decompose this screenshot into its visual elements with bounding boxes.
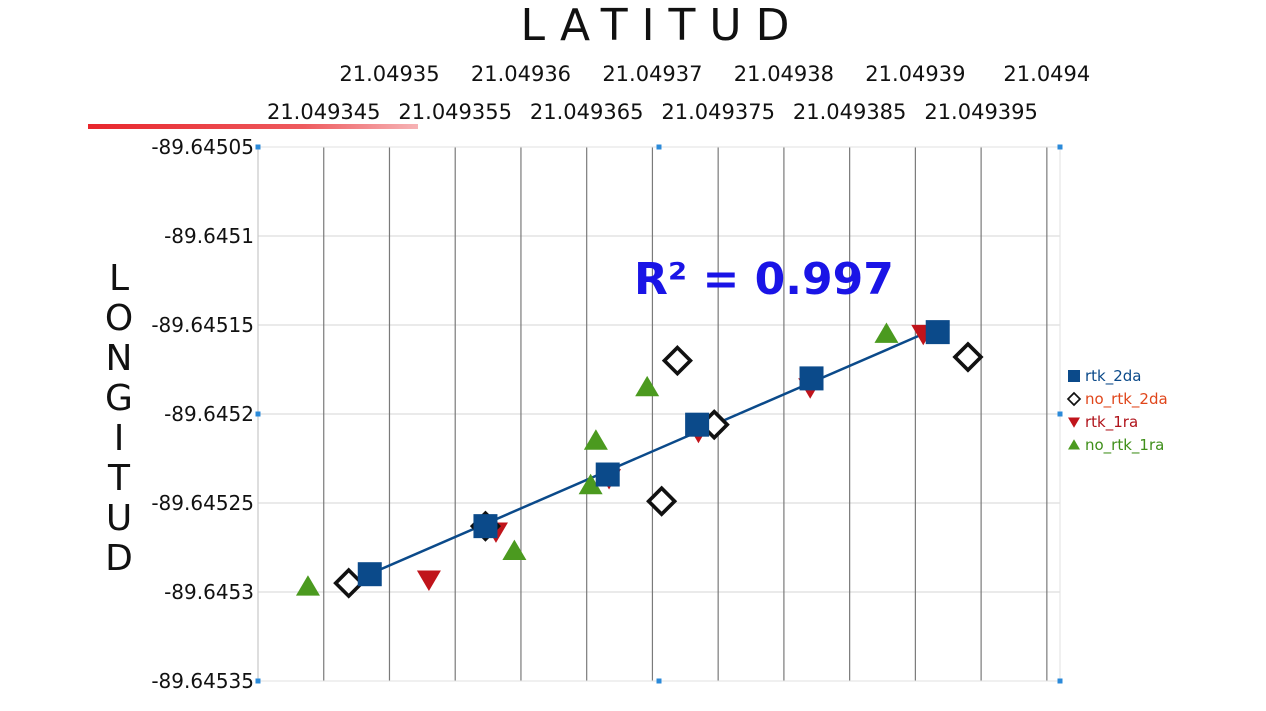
data-point-rtk_2da — [357, 562, 382, 587]
y-tick-label: -89.64525 — [151, 491, 254, 515]
data-point-rtk_2da — [473, 514, 498, 539]
selection-handle[interactable] — [1057, 678, 1063, 684]
y-tick-label: -89.64505 — [151, 135, 254, 159]
x-bottom-tick-label: 21.049395 — [924, 100, 1038, 124]
data-point-no_rtk_1ra — [295, 575, 320, 596]
y-axis-label-letter: D — [105, 538, 133, 579]
data-point-rtk_1ra — [416, 570, 441, 591]
chart-title: LATITUD — [520, 0, 803, 51]
y-axis-label-letter: U — [106, 498, 132, 539]
x-top-tick-label: 21.04936 — [471, 62, 571, 86]
legend-label-rtk_1ra: rtk_1ra — [1085, 413, 1138, 432]
r-squared-annotation: R² = 0.997 — [634, 254, 894, 305]
selection-handle[interactable] — [255, 411, 261, 417]
data-point-no_rtk_1ra — [635, 375, 660, 397]
x-top-tick-label: 21.04938 — [734, 62, 834, 86]
selection-handle[interactable] — [255, 144, 261, 150]
legend: rtk_2da no_rtk_2da rtk_1ra no_rtk_1ra — [1066, 367, 1168, 455]
data-point-no_rtk_1ra — [578, 473, 603, 495]
x-bottom-tick-label: 21.049355 — [398, 100, 512, 124]
y-tick-label: -89.64535 — [151, 669, 254, 693]
y-axis-label-letter: L — [109, 258, 129, 299]
y-tick-label: -89.64515 — [151, 313, 254, 337]
legend-marker-no_rtk_2da — [1066, 391, 1082, 407]
axis-ticks: -89.64505 -89.6451 -89.64515 -89.6452 -89.64… — [151, 62, 1090, 693]
x-bottom-tick-label: 21.049345 — [267, 100, 381, 124]
selection-handle[interactable] — [1057, 411, 1063, 417]
y-tick-label: -89.6453 — [164, 580, 254, 604]
y-tick-label: -89.6452 — [164, 402, 254, 426]
selection-handle[interactable] — [656, 678, 662, 684]
selection-handle[interactable] — [656, 144, 662, 150]
x-top-tick-label: 21.04935 — [339, 62, 439, 86]
legend-label-no_rtk_1ra: no_rtk_1ra — [1085, 436, 1164, 455]
data-marks — [295, 320, 984, 599]
plot-area — [255, 144, 1063, 684]
legend-marker-rtk_2da — [1068, 370, 1080, 382]
data-point-no_rtk_2da — [661, 345, 693, 377]
y-axis-label-letter: I — [114, 418, 125, 459]
legend-label-rtk_2da: rtk_2da — [1085, 367, 1142, 386]
legend-marker-no_rtk_1ra — [1068, 439, 1080, 450]
data-point-no_rtk_2da — [952, 341, 984, 373]
data-point-no_rtk_1ra — [502, 539, 527, 561]
selection-handle[interactable] — [255, 678, 261, 684]
x-bottom-tick-label: 21.049365 — [530, 100, 644, 124]
decorative-underline — [88, 124, 418, 129]
y-axis-label-letter: T — [107, 458, 131, 499]
data-point-rtk_2da — [925, 320, 950, 345]
data-point-rtk_2da — [595, 462, 620, 487]
x-top-tick-label: 21.0494 — [1003, 62, 1090, 86]
data-point-no_rtk_2da — [333, 567, 365, 599]
y-tick-label: -89.6451 — [164, 224, 254, 248]
x-bottom-tick-label: 21.049375 — [661, 100, 775, 124]
y-axis-label-letter: N — [106, 338, 133, 379]
x-bottom-tick-label: 21.049385 — [793, 100, 907, 124]
legend-label-no_rtk_2da: no_rtk_2da — [1085, 390, 1168, 409]
data-point-no_rtk_1ra — [583, 429, 608, 450]
selection-handle[interactable] — [1057, 144, 1063, 150]
y-axis-label-letter: O — [105, 298, 133, 339]
legend-marker-rtk_1ra — [1068, 417, 1080, 428]
data-point-no_rtk_2da — [646, 485, 678, 517]
x-top-tick-label: 21.04939 — [865, 62, 965, 86]
data-point-rtk_2da — [799, 366, 824, 391]
data-point-rtk_2da — [685, 412, 710, 437]
trendline — [348, 332, 924, 585]
x-top-tick-label: 21.04937 — [602, 62, 702, 86]
y-axis-label-letter: G — [105, 378, 133, 419]
data-point-no_rtk_1ra — [874, 322, 899, 343]
